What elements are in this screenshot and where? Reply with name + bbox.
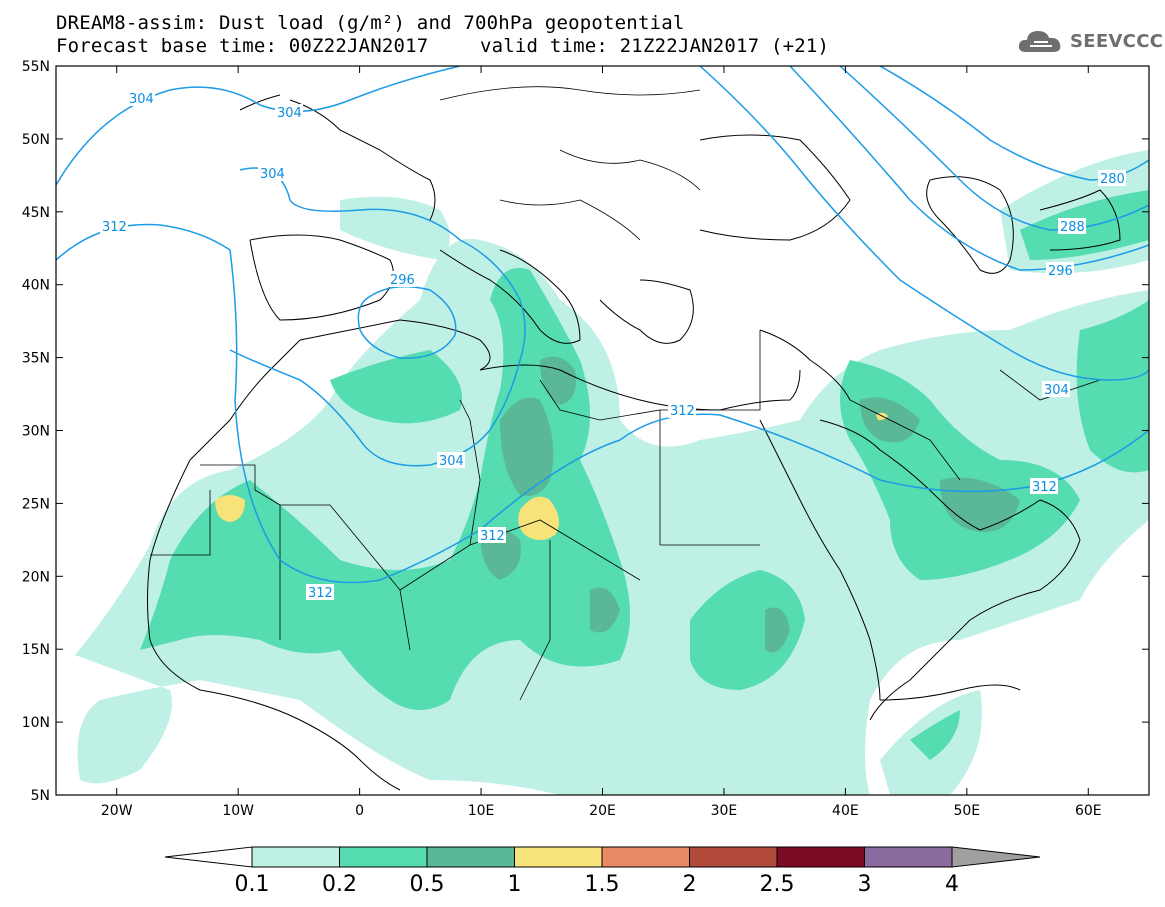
colorbar-tick-label: 3 [858, 872, 872, 897]
map-title: DREAM8-assim: Dust load (g/m²) and 700hP… [56, 12, 685, 34]
dust-shading [75, 150, 1149, 795]
svg-text:312: 312 [1032, 480, 1057, 495]
contour-label: 304 [275, 104, 303, 121]
contour-label: 304 [127, 90, 155, 107]
colorbar-tick-label: 2.5 [760, 872, 795, 897]
longitude-axis: 20W 10W 0 10E 20E 30E 40E 50E 60E [101, 66, 1102, 819]
svg-text:288: 288 [1060, 220, 1085, 235]
contour-label: 304 [258, 165, 286, 182]
colorbar-tick-label: 1.5 [585, 872, 620, 897]
lon-label: 60E [1075, 803, 1102, 819]
contour-label: 312 [1030, 478, 1058, 495]
colorbar-tick-label: 2 [683, 872, 697, 897]
colorbar-tick-label: 1 [508, 872, 522, 897]
lat-label: 40N [22, 278, 50, 294]
cloud-logo-icon [1018, 31, 1061, 52]
colorbar-segment [689, 846, 778, 868]
contour-label: 304 [1042, 381, 1070, 398]
svg-text:304: 304 [439, 454, 464, 469]
lat-label: 55N [22, 59, 50, 75]
forecast-base-time: Forecast base time: 00Z22JAN2017 [56, 35, 429, 57]
lat-label: 45N [22, 205, 50, 221]
contour-label: 280 [1098, 170, 1126, 187]
svg-text:312: 312 [102, 220, 127, 235]
logo-text: SEEVCCC [1070, 30, 1164, 52]
seevccc-logo: SEEVCCC [1018, 26, 1163, 56]
colorbar-segment [951, 846, 1041, 868]
colorbar-tick-label: 0.5 [410, 872, 445, 897]
colorbar-tick-label: 0.2 [322, 872, 357, 897]
svg-text:304: 304 [129, 92, 154, 107]
geopotential-contours [56, 66, 1149, 584]
contour-label: 312 [668, 402, 696, 419]
lat-label: 50N [22, 132, 50, 148]
valid-time: valid time: 21Z22JAN2017 (+21) [480, 35, 830, 57]
contour-label: 312 [306, 584, 334, 601]
colorbar-segment [864, 846, 953, 868]
contour-label: 312 [100, 218, 128, 235]
lat-label: 15N [22, 642, 50, 658]
lon-label: 0 [355, 803, 364, 819]
svg-text:296: 296 [1048, 264, 1073, 279]
lon-label: 20E [589, 803, 616, 819]
contour-label: 304 [437, 452, 465, 469]
lat-label: 25N [22, 496, 50, 512]
lon-label: 10W [222, 803, 254, 819]
lon-label: 30E [711, 803, 738, 819]
svg-text:304: 304 [260, 167, 285, 182]
lon-label: 50E [953, 803, 980, 819]
svg-text:304: 304 [1044, 383, 1069, 398]
contour-label: 296 [1046, 262, 1074, 279]
svg-text:304: 304 [277, 106, 302, 121]
contour-label: 296 [388, 271, 416, 288]
svg-text:296: 296 [390, 273, 415, 288]
lon-label: 10E [468, 803, 495, 819]
colorbar-segment [514, 846, 603, 868]
colorbar-segment [776, 846, 865, 868]
lat-label: 5N [31, 788, 50, 804]
svg-text:312: 312 [480, 529, 505, 544]
colorbar-segment [251, 846, 340, 868]
colorbar-segment [339, 846, 428, 868]
contour-label: 288 [1058, 218, 1086, 235]
colorbar-segment [601, 846, 690, 868]
svg-text:280: 280 [1100, 172, 1125, 187]
colorbar-segment [164, 846, 253, 868]
lat-label: 10N [22, 715, 50, 731]
contour-label: 312 [478, 527, 506, 544]
latitude-axis: 55N 50N 45N 40N 35N 30N 25N 20N 15N 10N 5N [22, 59, 1149, 804]
svg-text:312: 312 [308, 586, 333, 601]
lat-label: 30N [22, 424, 50, 440]
colorbar-tick-label: 0.1 [235, 872, 270, 897]
lon-label: 40E [832, 803, 859, 819]
lat-label: 35N [22, 351, 50, 367]
svg-text:312: 312 [670, 404, 695, 419]
colorbar-tick-label: 4 [945, 872, 959, 897]
coastlines [147, 94, 1121, 791]
dust-mid [140, 190, 1149, 760]
colorbar-segment [426, 846, 515, 868]
lon-label: 20W [101, 803, 133, 819]
colorbar: 0.1 0.2 0.5 1 1.5 2 2.5 3 4 [164, 846, 1041, 897]
lat-label: 20N [22, 569, 50, 585]
contour-labels: 304 304 304 312 296 304 312 312 312 304 … [100, 90, 1126, 601]
